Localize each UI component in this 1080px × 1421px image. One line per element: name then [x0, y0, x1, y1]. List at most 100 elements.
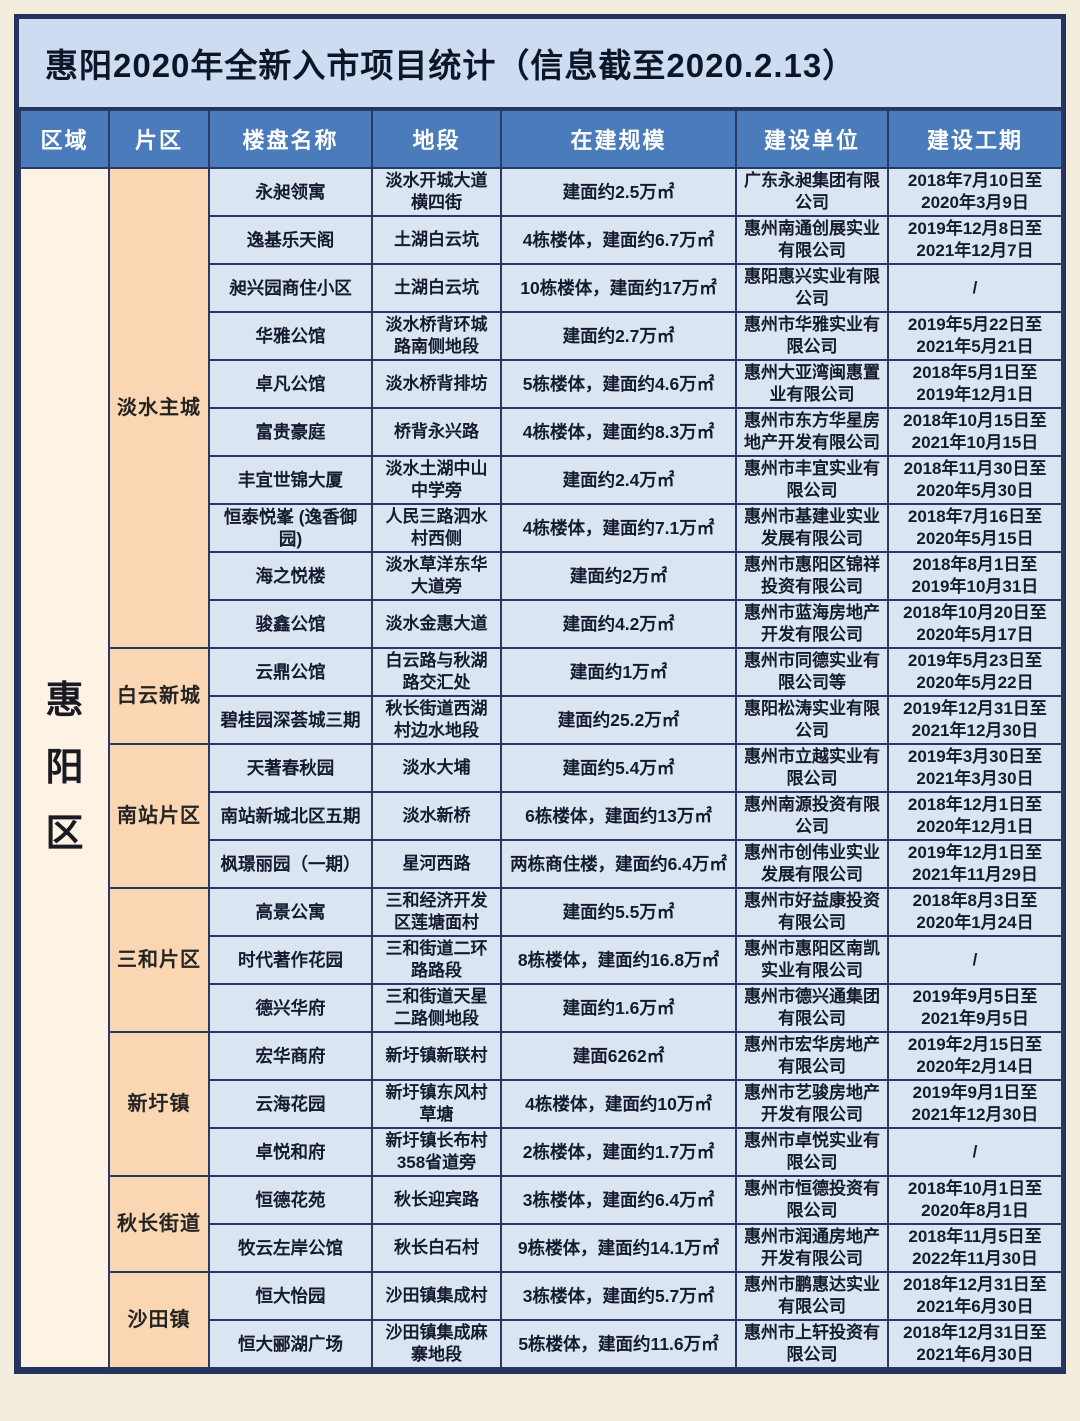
cell-period: 2019年12月31日至2021年12月30日	[887, 695, 1063, 745]
cell-period: 2018年8月3日至2020年1月24日	[887, 887, 1063, 937]
cell-company: 惠州市东方华星房地产开发有限公司	[735, 407, 889, 457]
cell-scale: 建面约5.4万㎡	[500, 743, 737, 793]
cell-name: 牧云左岸公馆	[208, 1223, 373, 1273]
district-cell: 南站片区	[108, 743, 210, 889]
cell-period: 2018年12月31日至2021年6月30日	[887, 1319, 1063, 1369]
page-title: 惠阳2020年全新入市项目统计（信息截至2020.2.13）	[45, 47, 857, 84]
cell-period: 2019年3月30日至2021年3月30日	[887, 743, 1063, 793]
cell-name: 德兴华府	[208, 983, 373, 1033]
cell-period: 2018年10月20日至2020年5月17日	[887, 599, 1063, 649]
title-bar: 惠阳2020年全新入市项目统计（信息截至2020.2.13）	[19, 19, 1061, 109]
cell-company: 惠州市润通房地产开发有限公司	[735, 1223, 889, 1273]
cell-location: 淡水土湖中山中学旁	[371, 455, 502, 505]
cell-name: 南站新城北区五期	[208, 791, 373, 841]
header-period: 建设工期	[887, 109, 1063, 169]
cell-scale: 建面约2.5万㎡	[500, 167, 737, 217]
cell-name: 海之悦楼	[208, 551, 373, 601]
cell-period: 2018年11月30日至2020年5月30日	[887, 455, 1063, 505]
table-row: 卓悦和府 新圩镇长布村358省道旁 2栋楼体，建面约1.7万㎡ 惠州市卓悦实业有限公司…	[20, 1127, 1063, 1177]
cell-location: 白云路与秋湖路交汇处	[371, 647, 502, 697]
header-district: 片区	[108, 109, 210, 169]
table-row: 逸基乐天阁 土湖白云坑 4栋楼体，建面约6.7万㎡ 惠州南通创展实业有限公司 2019年…	[20, 215, 1063, 265]
cell-company: 惠州市创伟业实业发展有限公司	[735, 839, 889, 889]
cell-company: 惠州南源投资有限公司	[735, 791, 889, 841]
cell-period: /	[887, 935, 1063, 985]
cell-location: 星河西路	[371, 839, 502, 889]
cell-period: 2019年12月8日至2021年12月7日	[887, 215, 1063, 265]
cell-period: 2019年12月1日至2021年11月29日	[887, 839, 1063, 889]
header-region: 区域	[19, 109, 110, 169]
cell-location: 淡水开城大道横四街	[371, 167, 502, 217]
cell-location: 新圩镇长布村358省道旁	[371, 1127, 502, 1177]
cell-scale: 建面约2.7万㎡	[500, 311, 737, 361]
table-row: 南站片区 天著春秋园 淡水大埔 建面约5.4万㎡ 惠州市立越实业有限公司 2019年3月3…	[20, 743, 1063, 889]
cell-name: 恒泰悦峯 (逸香御园)	[208, 503, 373, 553]
header-company: 建设单位	[735, 109, 889, 169]
cell-name: 云鼎公馆	[208, 647, 373, 697]
cell-company: 惠州市艺骏房地产开发有限公司	[735, 1079, 889, 1129]
cell-scale: 8栋楼体，建面约16.8万㎡	[500, 935, 737, 985]
table-row: 华雅公馆 淡水桥背环城路南侧地段 建面约2.7万㎡ 惠州市华雅实业有限公司 2019年5…	[20, 311, 1063, 361]
cell-period: 2018年5月1日至2019年12月1日	[887, 359, 1063, 409]
cell-scale: 建面约1.6万㎡	[500, 983, 737, 1033]
cell-period: 2019年9月1日至2021年12月30日	[887, 1079, 1063, 1129]
cell-scale: 建面约2万㎡	[500, 551, 737, 601]
cell-name: 云海花园	[208, 1079, 373, 1129]
cell-period: 2018年8月1日至2019年10月31日	[887, 551, 1063, 601]
table-row: 德兴华府 三和街道天星二路侧地段 建面约1.6万㎡ 惠州市德兴通集团有限公司 2019年…	[20, 983, 1063, 1033]
table-row: 三和片区 高景公寓 三和经济开发区莲塘面村 建面约5.5万㎡ 惠州市好益康投资有限公司 2…	[20, 887, 1063, 1033]
cell-company: 惠阳惠兴实业有限公司	[735, 263, 889, 313]
cell-scale: 6栋楼体，建面约13万㎡	[500, 791, 737, 841]
region-cell: 惠阳区	[19, 167, 110, 1369]
cell-company: 惠州市卓悦实业有限公司	[735, 1127, 889, 1177]
district-cell: 秋长街道	[108, 1175, 210, 1273]
table-row: 枫璟丽园（一期） 星河西路 两栋商住楼，建面约6.4万㎡ 惠州市创伟业实业发展有限公司…	[20, 839, 1063, 889]
header-location: 地段	[371, 109, 502, 169]
cell-company: 惠州市蓝海房地产开发有限公司	[735, 599, 889, 649]
table-row: 沙田镇 恒大怡园 沙田镇集成村 3栋楼体，建面约5.7万㎡ 惠州市鹏惠达实业有限公司 20…	[20, 1271, 1063, 1369]
cell-name: 卓悦和府	[208, 1127, 373, 1177]
cell-company: 惠州市惠阳区锦祥投资有限公司	[735, 551, 889, 601]
cell-location: 新圩镇东风村草塘	[371, 1079, 502, 1129]
cell-scale: 建面6262㎡	[500, 1031, 737, 1081]
cell-scale: 5栋楼体，建面约4.6万㎡	[500, 359, 737, 409]
cell-location: 淡水桥背排坊	[371, 359, 502, 409]
cell-company: 惠州市丰宜实业有限公司	[735, 455, 889, 505]
cell-scale: 建面约5.5万㎡	[500, 887, 737, 937]
cell-name: 枫璟丽园（一期）	[208, 839, 373, 889]
cell-period: 2018年10月1日至2020年8月1日	[887, 1175, 1063, 1225]
table-row: 恒大郦湖广场 沙田镇集成麻寨地段 5栋楼体，建面约11.6万㎡ 惠州市上轩投资有限公司…	[20, 1319, 1063, 1369]
cell-company: 惠州市同德实业有限公司等	[735, 647, 889, 697]
cell-scale: 4栋楼体，建面约7.1万㎡	[500, 503, 737, 553]
cell-company: 惠州市宏华房地产有限公司	[735, 1031, 889, 1081]
cell-scale: 4栋楼体，建面约10万㎡	[500, 1079, 737, 1129]
table-row: 海之悦楼 淡水草洋东华大道旁 建面约2万㎡ 惠州市惠阳区锦祥投资有限公司 2018年8月…	[20, 551, 1063, 601]
table-row: 南站新城北区五期 淡水新桥 6栋楼体，建面约13万㎡ 惠州南源投资有限公司 2018年1…	[20, 791, 1063, 841]
cell-period: 2019年2月15日至2020年2月14日	[887, 1031, 1063, 1081]
cell-scale: 10栋楼体，建面约17万㎡	[500, 263, 737, 313]
cell-name: 恒大郦湖广场	[208, 1319, 373, 1369]
cell-location: 三和街道二环路路段	[371, 935, 502, 985]
cell-name: 宏华商府	[208, 1031, 373, 1081]
statistics-board: 惠阳2020年全新入市项目统计（信息截至2020.2.13） 区域 片区 楼盘名…	[14, 14, 1066, 1374]
district-cell: 淡水主城	[108, 167, 210, 649]
table-row: 秋长街道 恒德花苑 秋长迎宾路 3栋楼体，建面约6.4万㎡ 惠州市恒德投资有限公司 201…	[20, 1175, 1063, 1273]
cell-location: 桥背永兴路	[371, 407, 502, 457]
cell-scale: 建面约2.4万㎡	[500, 455, 737, 505]
cell-name: 骏鑫公馆	[208, 599, 373, 649]
table-row: 惠阳区 淡水主城 永昶领寓 淡水开城大道横四街 建面约2.5万㎡ 广东永昶集团有限公司 20…	[19, 167, 1063, 1369]
table-row: 云海花园 新圩镇东风村草塘 4栋楼体，建面约10万㎡ 惠州市艺骏房地产开发有限公司 20…	[20, 1079, 1063, 1129]
cell-company: 广东永昶集团有限公司	[735, 167, 889, 217]
cell-period: 2018年12月1日至2020年12月1日	[887, 791, 1063, 841]
header-row: 区域 片区 楼盘名称 地段 在建规模 建设单位 建设工期	[19, 109, 1063, 169]
table-row: 昶兴园商住小区 土湖白云坑 10栋楼体，建面约17万㎡ 惠阳惠兴实业有限公司 /	[20, 263, 1063, 313]
cell-company: 惠州市恒德投资有限公司	[735, 1175, 889, 1225]
cell-location: 秋长迎宾路	[371, 1175, 502, 1225]
cell-scale: 3栋楼体，建面约6.4万㎡	[500, 1175, 737, 1225]
cell-location: 淡水金惠大道	[371, 599, 502, 649]
table-row: 富贵豪庭 桥背永兴路 4栋楼体，建面约8.3万㎡ 惠州市东方华星房地产开发有限公司 20…	[20, 407, 1063, 457]
cell-period: 2018年7月16日至2020年5月15日	[887, 503, 1063, 553]
cell-company: 惠州市基建业实业发展有限公司	[735, 503, 889, 553]
cell-company: 惠州市华雅实业有限公司	[735, 311, 889, 361]
district-cell: 沙田镇	[108, 1271, 210, 1369]
